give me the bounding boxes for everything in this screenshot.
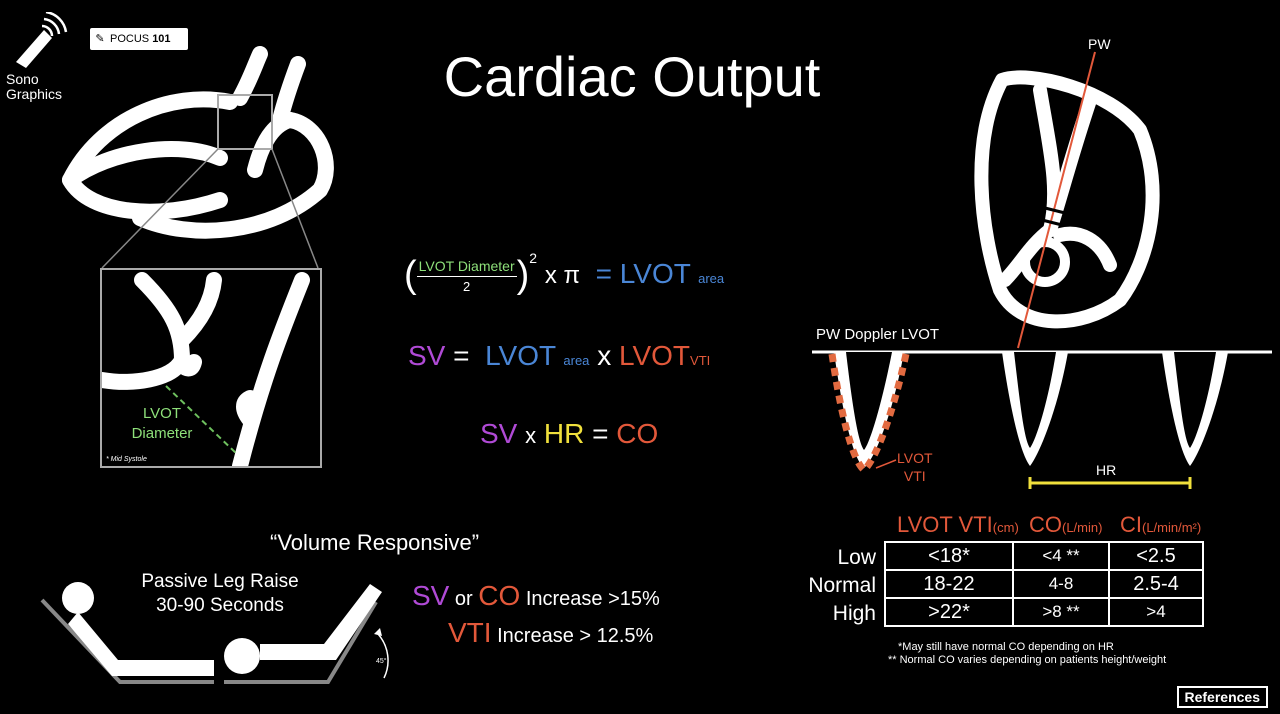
lvot-term: LVOT <box>485 340 556 371</box>
row-label-normal: Normal <box>808 574 876 597</box>
sv-co-increase: SV or CO Increase >15% <box>412 580 660 612</box>
lvot-zoom-drawing <box>94 272 310 474</box>
table-cell: 4-8 <box>1012 569 1110 599</box>
sv-term2: SV <box>480 418 518 449</box>
lvot-label-line1: LVOT <box>142 405 182 422</box>
doppler-trace <box>812 350 1272 489</box>
table-cell: >22* <box>884 597 1014 627</box>
sv-word: SV <box>412 580 450 611</box>
vti-label-line1: LVOT <box>897 450 933 466</box>
formula-lvot-area: (LVOT Diameter 2)2 x π = LVOT area <box>404 250 725 296</box>
vti-increase-text: Increase > 12.5% <box>497 625 654 647</box>
row-labels: Low Normal High <box>800 544 876 628</box>
header-co: CO(L/min) <box>1029 512 1102 538</box>
references-button[interactable]: References <box>1176 686 1268 708</box>
table-footnote-1: *May still have normal CO depending on H… <box>898 641 1114 653</box>
lvot-diameter-line <box>165 385 239 456</box>
lvot-vti-term: LVOT <box>618 340 691 371</box>
pocus-badge: ✎ POCUS 101 <box>90 28 188 50</box>
header-ci-main: CI <box>1120 512 1142 537</box>
header-lvot-vti: LVOT VTI(cm) <box>897 512 1019 538</box>
lvot-area-sub: area <box>563 353 590 368</box>
probe-icon <box>16 10 68 68</box>
page-title: Cardiac Output <box>443 45 821 108</box>
pocus-label: POCUS <box>110 33 150 45</box>
formula-sv: SV = LVOT area x LVOTVTI <box>408 340 710 372</box>
row-label-high: High <box>832 602 876 625</box>
table-cell: <2.5 <box>1108 541 1204 571</box>
times-pi: x π <box>544 261 581 289</box>
table-cell: <4 ** <box>1012 541 1110 571</box>
header-ci-unit: (L/min/m²) <box>1142 520 1202 535</box>
hr-label: HR <box>1096 462 1117 478</box>
equals-sign: = <box>453 340 470 371</box>
hr-term: HR <box>543 418 585 449</box>
normal-values-table: <18* <4 ** <2.5 18-22 4-8 2.5-4 >22* >8 … <box>884 541 1204 627</box>
table-cell: >8 ** <box>1012 597 1110 627</box>
vti-increase: VTI Increase > 12.5% <box>448 617 653 649</box>
table-cell: <18* <box>884 541 1014 571</box>
plr-line1: Passive Leg Raise <box>141 571 299 592</box>
row-label-low: Low <box>837 546 876 569</box>
sonographics-logo: Sono Graphics <box>6 10 78 102</box>
volume-responsive-title: “Volume Responsive” <box>270 530 480 555</box>
pw-cursor-line <box>1017 51 1096 349</box>
vti-word: VTI <box>448 617 492 648</box>
lvot-label-line2: Diameter <box>131 425 193 442</box>
probe-small-icon: ✎ <box>95 33 105 45</box>
table-row: 18-22 4-8 2.5-4 <box>884 569 1204 599</box>
plr-line2: 30-90 Seconds <box>156 595 284 616</box>
doppler-title: PW Doppler LVOT <box>816 326 940 343</box>
pocus-number: 101 <box>152 33 171 45</box>
equals-sign2: = <box>592 418 609 449</box>
header-lvot-vti-unit: (cm) <box>992 520 1019 535</box>
header-lvot-vti-main: LVOT VTI <box>897 512 993 537</box>
vti-sub: VTI <box>690 353 711 368</box>
pw-label: PW <box>1088 36 1111 52</box>
table-cell: 18-22 <box>884 569 1014 599</box>
header-ci: CI(L/min/m²) <box>1120 512 1201 538</box>
table-footnote-2: ** Normal CO varies depending on patient… <box>888 654 1167 666</box>
table-cell: 2.5-4 <box>1108 569 1204 599</box>
plr-text: Passive Leg Raise 30-90 Seconds <box>120 570 320 618</box>
frac-denominator: 2 <box>463 278 471 294</box>
sv-term: SV <box>408 340 446 371</box>
vti-label-line2: VTI <box>903 468 926 484</box>
header-co-unit: (L/min) <box>1062 520 1103 535</box>
zoom-region <box>217 94 273 150</box>
table-row: >22* >8 ** >4 <box>884 597 1204 627</box>
or-word: or <box>454 588 473 610</box>
heart-plax-diagram <box>62 46 334 269</box>
header-co-main: CO <box>1029 512 1062 537</box>
heart-a5c-diagram <box>974 51 1160 349</box>
formula-co: SV x HR = CO <box>480 418 658 450</box>
power: 2 <box>529 250 538 266</box>
times-sign2: x <box>525 423 537 448</box>
logo-line2: Graphics <box>6 86 63 102</box>
vti-trace-outline <box>828 353 910 475</box>
table-cell: >4 <box>1108 597 1204 627</box>
mid-systole-note: * Mid Systole <box>106 456 147 463</box>
frac-numerator: LVOT Diameter <box>416 258 517 277</box>
leg-raise-diagram <box>40 582 389 684</box>
lvot-zoom-inset: LVOT Diameter * Mid Systole <box>94 268 322 474</box>
co-term: CO <box>616 418 659 449</box>
sv-co-increase-text: Increase >15% <box>525 588 660 610</box>
area-subscript: area <box>698 270 725 286</box>
times-sign: x <box>597 340 612 371</box>
table-row: <18* <4 ** <2.5 <box>884 541 1204 571</box>
angle-label: 45° <box>376 658 387 665</box>
logo-line1: Sono <box>6 71 39 87</box>
equals-lvot: = LVOT <box>595 257 691 289</box>
co-word: CO <box>478 580 521 611</box>
vti-label: LVOT VTI <box>897 449 933 485</box>
